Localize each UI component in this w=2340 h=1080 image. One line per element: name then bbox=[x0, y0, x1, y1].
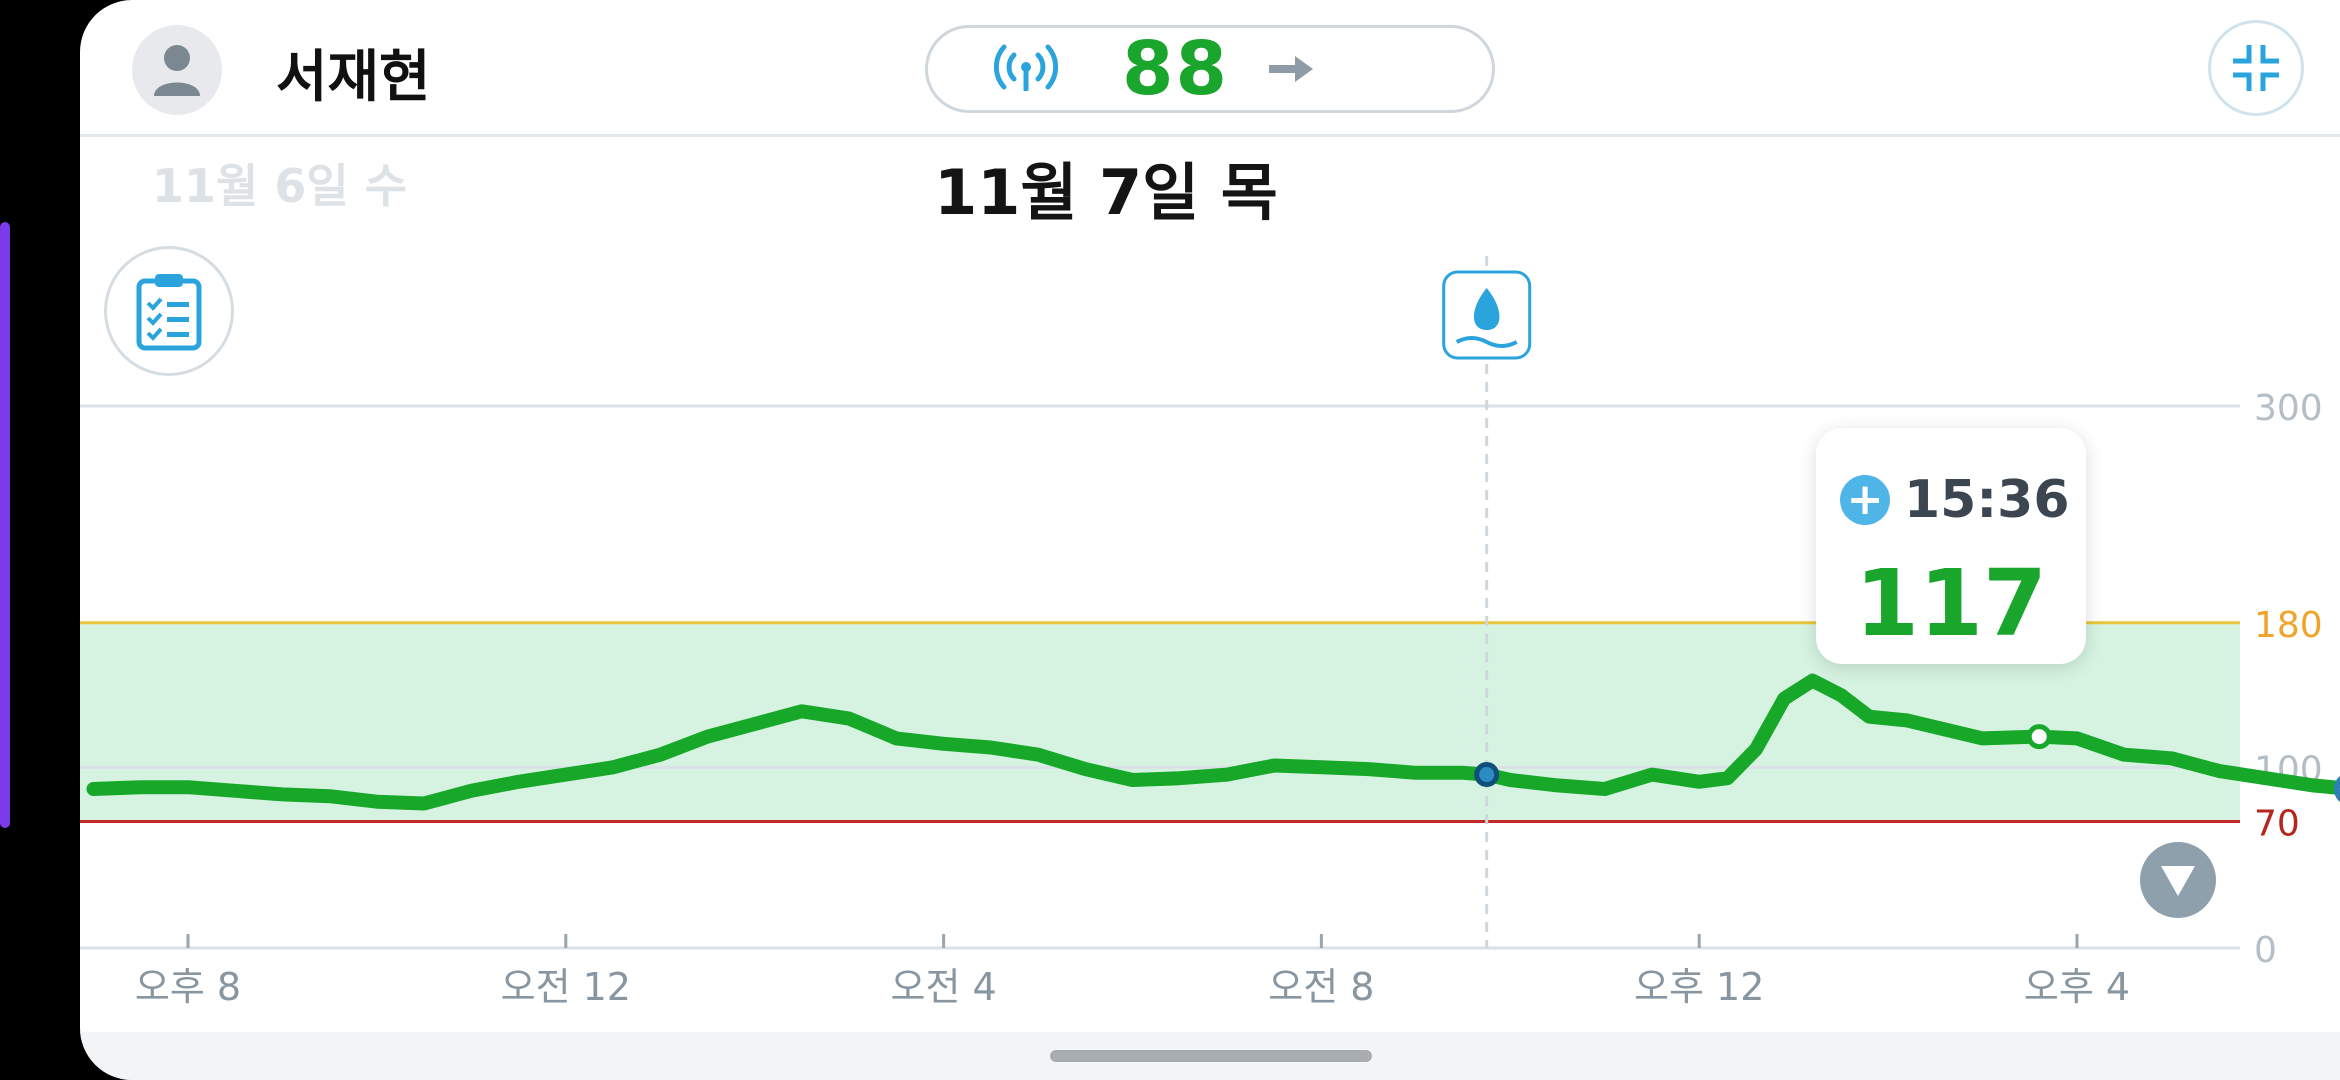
current-date: 11월 7일 목 bbox=[80, 142, 2340, 232]
logbook-button[interactable] bbox=[104, 246, 234, 376]
water-drop-shape bbox=[1473, 288, 1500, 330]
left-edge-indicator bbox=[0, 222, 10, 828]
clipboard-icon bbox=[136, 274, 202, 351]
current-date-label: 11월 7일 목 bbox=[934, 156, 1278, 229]
x-tick-label: 오전 12 bbox=[501, 965, 631, 1009]
x-tick-label: 오후 12 bbox=[1634, 965, 1764, 1009]
x-tick-label: 오후 8 bbox=[135, 965, 241, 1009]
avatar[interactable] bbox=[132, 25, 222, 115]
tooltip-time: 15:36 bbox=[1904, 470, 2070, 530]
y-tick-label: 300 bbox=[2254, 388, 2323, 429]
signal-icon bbox=[994, 44, 1058, 91]
app-screen: 서재현 88 11월 6일 수 bbox=[80, 0, 2340, 1080]
y-tick-label: 0 bbox=[2254, 930, 2277, 971]
header: 서재현 88 bbox=[80, 0, 2340, 137]
current-reading-pill[interactable]: 88 bbox=[925, 25, 1495, 113]
home-indicator[interactable] bbox=[1050, 1050, 1372, 1062]
tooltip-time-row: + 15:36 bbox=[1840, 470, 2070, 530]
user-name: 서재현 bbox=[276, 45, 431, 110]
x-tick-label: 오후 4 bbox=[2024, 965, 2130, 1009]
glucose-line bbox=[86, 673, 2340, 811]
water-drop-icon bbox=[1442, 270, 1532, 360]
collapse-button[interactable] bbox=[2208, 20, 2304, 116]
person-icon bbox=[154, 45, 200, 96]
plus-icon[interactable]: + bbox=[1840, 475, 1890, 525]
current-glucose-value: 88 bbox=[1122, 26, 1229, 112]
arrow-right-icon bbox=[1268, 56, 1313, 82]
water-wave-shape bbox=[1455, 336, 1518, 348]
collapse-icon bbox=[2233, 45, 2279, 91]
x-tick-label: 오전 8 bbox=[1268, 965, 1374, 1009]
latest-point bbox=[2333, 775, 2340, 803]
y-tick-label: 70 bbox=[2254, 804, 2300, 845]
event-point bbox=[1474, 762, 1500, 788]
x-tick-label: 오전 4 bbox=[891, 965, 997, 1009]
chevron-down-icon bbox=[2161, 866, 2195, 896]
scroll-down-button[interactable] bbox=[2140, 842, 2216, 918]
selected-point bbox=[2026, 724, 2052, 750]
previous-date[interactable]: 11월 6일 수 bbox=[152, 159, 408, 213]
tooltip-glucose-value: 117 bbox=[1854, 550, 2048, 657]
reading-tooltip[interactable]: + 15:36 117 bbox=[1816, 428, 2086, 664]
y-tick-label: 180 bbox=[2254, 605, 2323, 646]
